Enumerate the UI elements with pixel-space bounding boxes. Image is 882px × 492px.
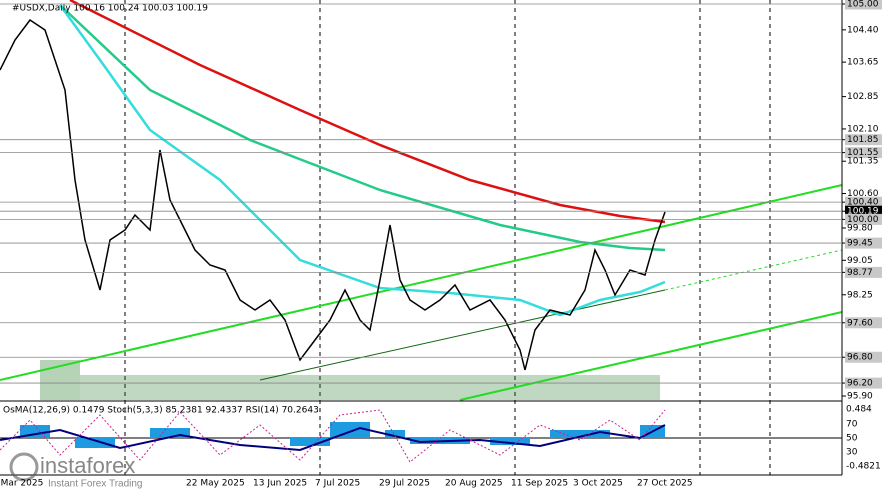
time-label: 22 May 2025 [186, 479, 245, 489]
time-axis-bg [0, 475, 842, 492]
price-label: 100.60 [847, 189, 879, 199]
time-label: 13 Jun 2025 [253, 479, 307, 489]
price-label: 97.60 [847, 318, 873, 328]
ma-green [59, 4, 666, 252]
price-label: 98.25 [847, 290, 873, 300]
indicator-axis-label: 50 [846, 434, 858, 444]
price-label: 99.80 [847, 224, 873, 234]
price-label-box [845, 196, 882, 208]
channel-lower [459, 311, 843, 401]
price-label: 101.55 [847, 148, 879, 158]
price-label: 105.00 [847, 0, 879, 10]
indicator-axis-label: 70 [846, 420, 858, 430]
price-label-box [845, 147, 882, 159]
price-label-box [845, 205, 882, 217]
watermark-brand: instaforex [40, 453, 135, 478]
price-label: 104.40 [847, 25, 879, 35]
watermark-logo [9, 452, 39, 482]
price-label: 102.10 [847, 124, 879, 134]
ma-red [69, 0, 666, 224]
price-label: 100.19 [847, 207, 879, 217]
price-label: 101.85 [847, 135, 879, 145]
price-label-box [845, 317, 882, 329]
volume-bars [40, 360, 660, 400]
price-label-box [845, 266, 882, 278]
price-path [0, 18, 666, 371]
time-label: 4 Mar 2025 [0, 479, 43, 489]
symbol-info: #USDX,Daily 100.16 100.24 100.03 100.19 [12, 4, 208, 14]
price-label: 101.35 [847, 157, 879, 167]
time-label: 11 Sep 2025 [511, 479, 568, 489]
time-label: 7 Jul 2025 [315, 479, 360, 489]
time-label: 27 Oct 2025 [637, 479, 693, 489]
price-label-box [845, 134, 882, 146]
rsi-line [0, 424, 666, 452]
price-label: 103.65 [847, 58, 879, 68]
indicator-axis-label: 0.484 [846, 405, 872, 415]
trend-line-ext [664, 249, 843, 291]
price-label: 99.05 [847, 256, 873, 266]
price-label-box [845, 0, 882, 10]
price-label: 100.00 [847, 215, 879, 225]
price-label: 99.45 [847, 239, 873, 249]
indicator-axis-label: 30 [846, 448, 858, 458]
price-label-box [845, 351, 882, 363]
time-label: 3 Oct 2025 [573, 479, 623, 489]
channel-upper [0, 184, 843, 381]
price-label-box [845, 213, 882, 225]
indicator-axis-label: -0.4821 [846, 462, 881, 472]
price-label: 100.40 [847, 198, 879, 208]
time-label: 20 Aug 2025 [445, 479, 503, 489]
trend-line [259, 289, 666, 381]
price-label: 96.20 [847, 379, 873, 389]
vertical-grid [124, 0, 771, 475]
time-label: 29 Jul 2025 [379, 479, 430, 489]
price-label: 96.80 [847, 353, 873, 363]
price-label: 102.85 [847, 92, 879, 102]
watermark-tagline: Instant Forex Trading [48, 479, 143, 490]
ma-cyan [58, 4, 666, 317]
price-label-box [845, 237, 882, 249]
stoch-line [0, 409, 666, 463]
indicator-title: OsMA(12,26,9) 0.1479 Stoch(5,3,3) 85.238… [3, 406, 319, 416]
price-label: 95.90 [847, 392, 873, 402]
price-label: 98.77 [847, 268, 873, 278]
price-label-box [845, 377, 882, 389]
